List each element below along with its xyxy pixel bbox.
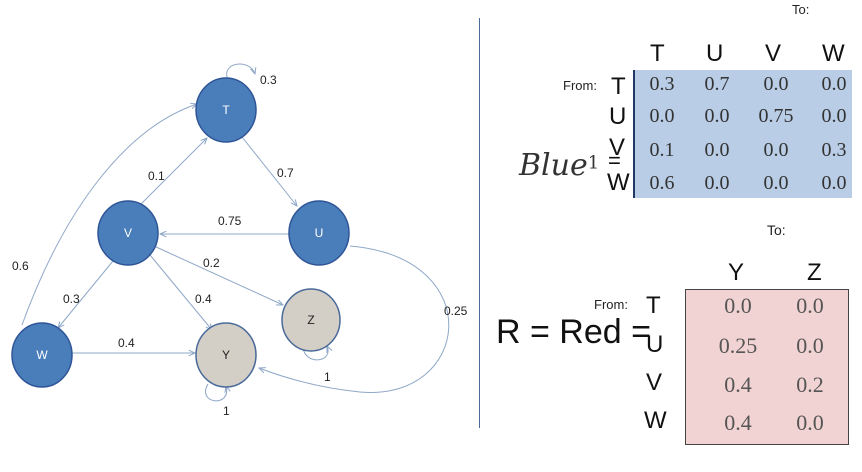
edge-V-T [139, 138, 207, 206]
red-from-label: From: [594, 297, 628, 312]
red-to-label: To: [767, 222, 786, 238]
blue-name: Blue [519, 148, 588, 183]
edge-Z-Z [302, 346, 328, 361]
edge-Y-Y [205, 383, 227, 402]
edge-label-V-T: 0.1 [148, 169, 165, 183]
blue-col-header-W: W [822, 40, 845, 67]
edge-label-T-T: 0.3 [260, 73, 277, 87]
edge-label-W-T: 0.6 [12, 259, 29, 273]
blue-to-label: To: [792, 2, 810, 17]
blue-matrix-name: Blue1 [519, 148, 599, 183]
edge-V-Y [149, 254, 212, 330]
blue-matrix-body [633, 70, 852, 198]
red-cell: 0.4 [724, 372, 752, 397]
blue-cell: 0.3 [821, 139, 847, 161]
blue-equals: = [608, 148, 621, 173]
node-label-U: U [315, 226, 324, 240]
red-row-header-T: T [646, 292, 661, 319]
red-cell: 0.4 [724, 410, 752, 435]
blue-cell: 0.0 [649, 105, 675, 127]
blue-cell: 0.0 [821, 105, 847, 127]
blue-cell: 0.0 [763, 73, 789, 95]
node-Z [281, 288, 341, 352]
red-row-header-W: W [644, 407, 667, 434]
blue-cell: 0.3 [649, 73, 675, 95]
node-V [97, 200, 159, 266]
blue-col-header-U: U [706, 40, 724, 67]
edge-T-U [241, 136, 297, 206]
node-T [195, 77, 257, 143]
edge-T-T [226, 63, 255, 81]
edge-label-Z-Z: 1 [324, 370, 331, 384]
edge-W-T [21, 104, 197, 326]
red-matrix-name: R = Red = [496, 313, 651, 351]
edge-label-W-Y: 0.4 [118, 336, 135, 350]
blue-row-header-U: U [609, 103, 627, 130]
red-cell: 0.2 [796, 372, 824, 397]
node-W [11, 322, 73, 388]
red-col-header-Y: Y [728, 259, 745, 286]
node-U [288, 200, 350, 266]
red-matrix-body [685, 289, 849, 445]
node-label-Z: Z [307, 313, 314, 327]
red-cell: 0.0 [796, 333, 824, 358]
edge-U-Y [259, 245, 450, 393]
edge-label-V-Y: 0.4 [195, 292, 212, 306]
node-label-V: V [124, 226, 132, 240]
edge-V-W [58, 260, 114, 328]
edge-label-T-U: 0.7 [277, 166, 294, 180]
red-cell: 0.0 [724, 293, 752, 318]
edge-label-V-Z: 0.2 [203, 256, 220, 270]
red-cell: 0.25 [718, 333, 758, 358]
blue-cell: 0.0 [704, 172, 730, 194]
blue-cell: 0.0 [821, 172, 847, 194]
blue-row-header-V: V [609, 134, 626, 161]
edge-label-U-V: 0.75 [218, 214, 242, 228]
red-col-header-Z: Z [807, 259, 822, 286]
blue-col-header-V: V [765, 40, 782, 67]
node-Y [195, 322, 257, 388]
red-cell: 0.0 [796, 410, 824, 435]
blue-cell: 0.0 [763, 139, 789, 161]
red-row-header-U: U [646, 331, 664, 358]
edge-V-Z [153, 245, 283, 305]
blue-cell: 0.0 [763, 172, 789, 194]
red-row-header-V: V [646, 369, 663, 396]
edge-label-U-Y: 0.25 [444, 304, 468, 318]
blue-cell: 0.0 [704, 139, 730, 161]
blue-cell: 0.6 [649, 172, 675, 194]
node-label-T: T [222, 103, 230, 117]
blue-row-header-W: W [607, 169, 630, 196]
blue-cell: 0.0 [821, 73, 847, 95]
markov-chain-graph: 0.3 0.7 0.75 0.25 0.1 0.2 0.4 0.3 0.6 0.… [11, 63, 468, 418]
blue-col-header-T: T [650, 40, 665, 67]
blue-cell: 0.0 [704, 105, 730, 127]
blue-cell: 0.75 [758, 105, 794, 127]
node-label-Y: Y [222, 348, 230, 362]
blue-row-header-T: T [611, 73, 626, 100]
blue-cell: 0.1 [649, 139, 675, 161]
blue-cell: 0.7 [704, 73, 730, 95]
blue-from-label: From: [563, 78, 597, 93]
blue-superscript: 1 [587, 152, 600, 174]
red-cell: 0.0 [796, 293, 824, 318]
edge-label-V-W: 0.3 [63, 292, 80, 306]
section-divider [479, 18, 480, 428]
node-label-W: W [36, 348, 48, 362]
edge-label-Y-Y: 1 [223, 404, 230, 418]
